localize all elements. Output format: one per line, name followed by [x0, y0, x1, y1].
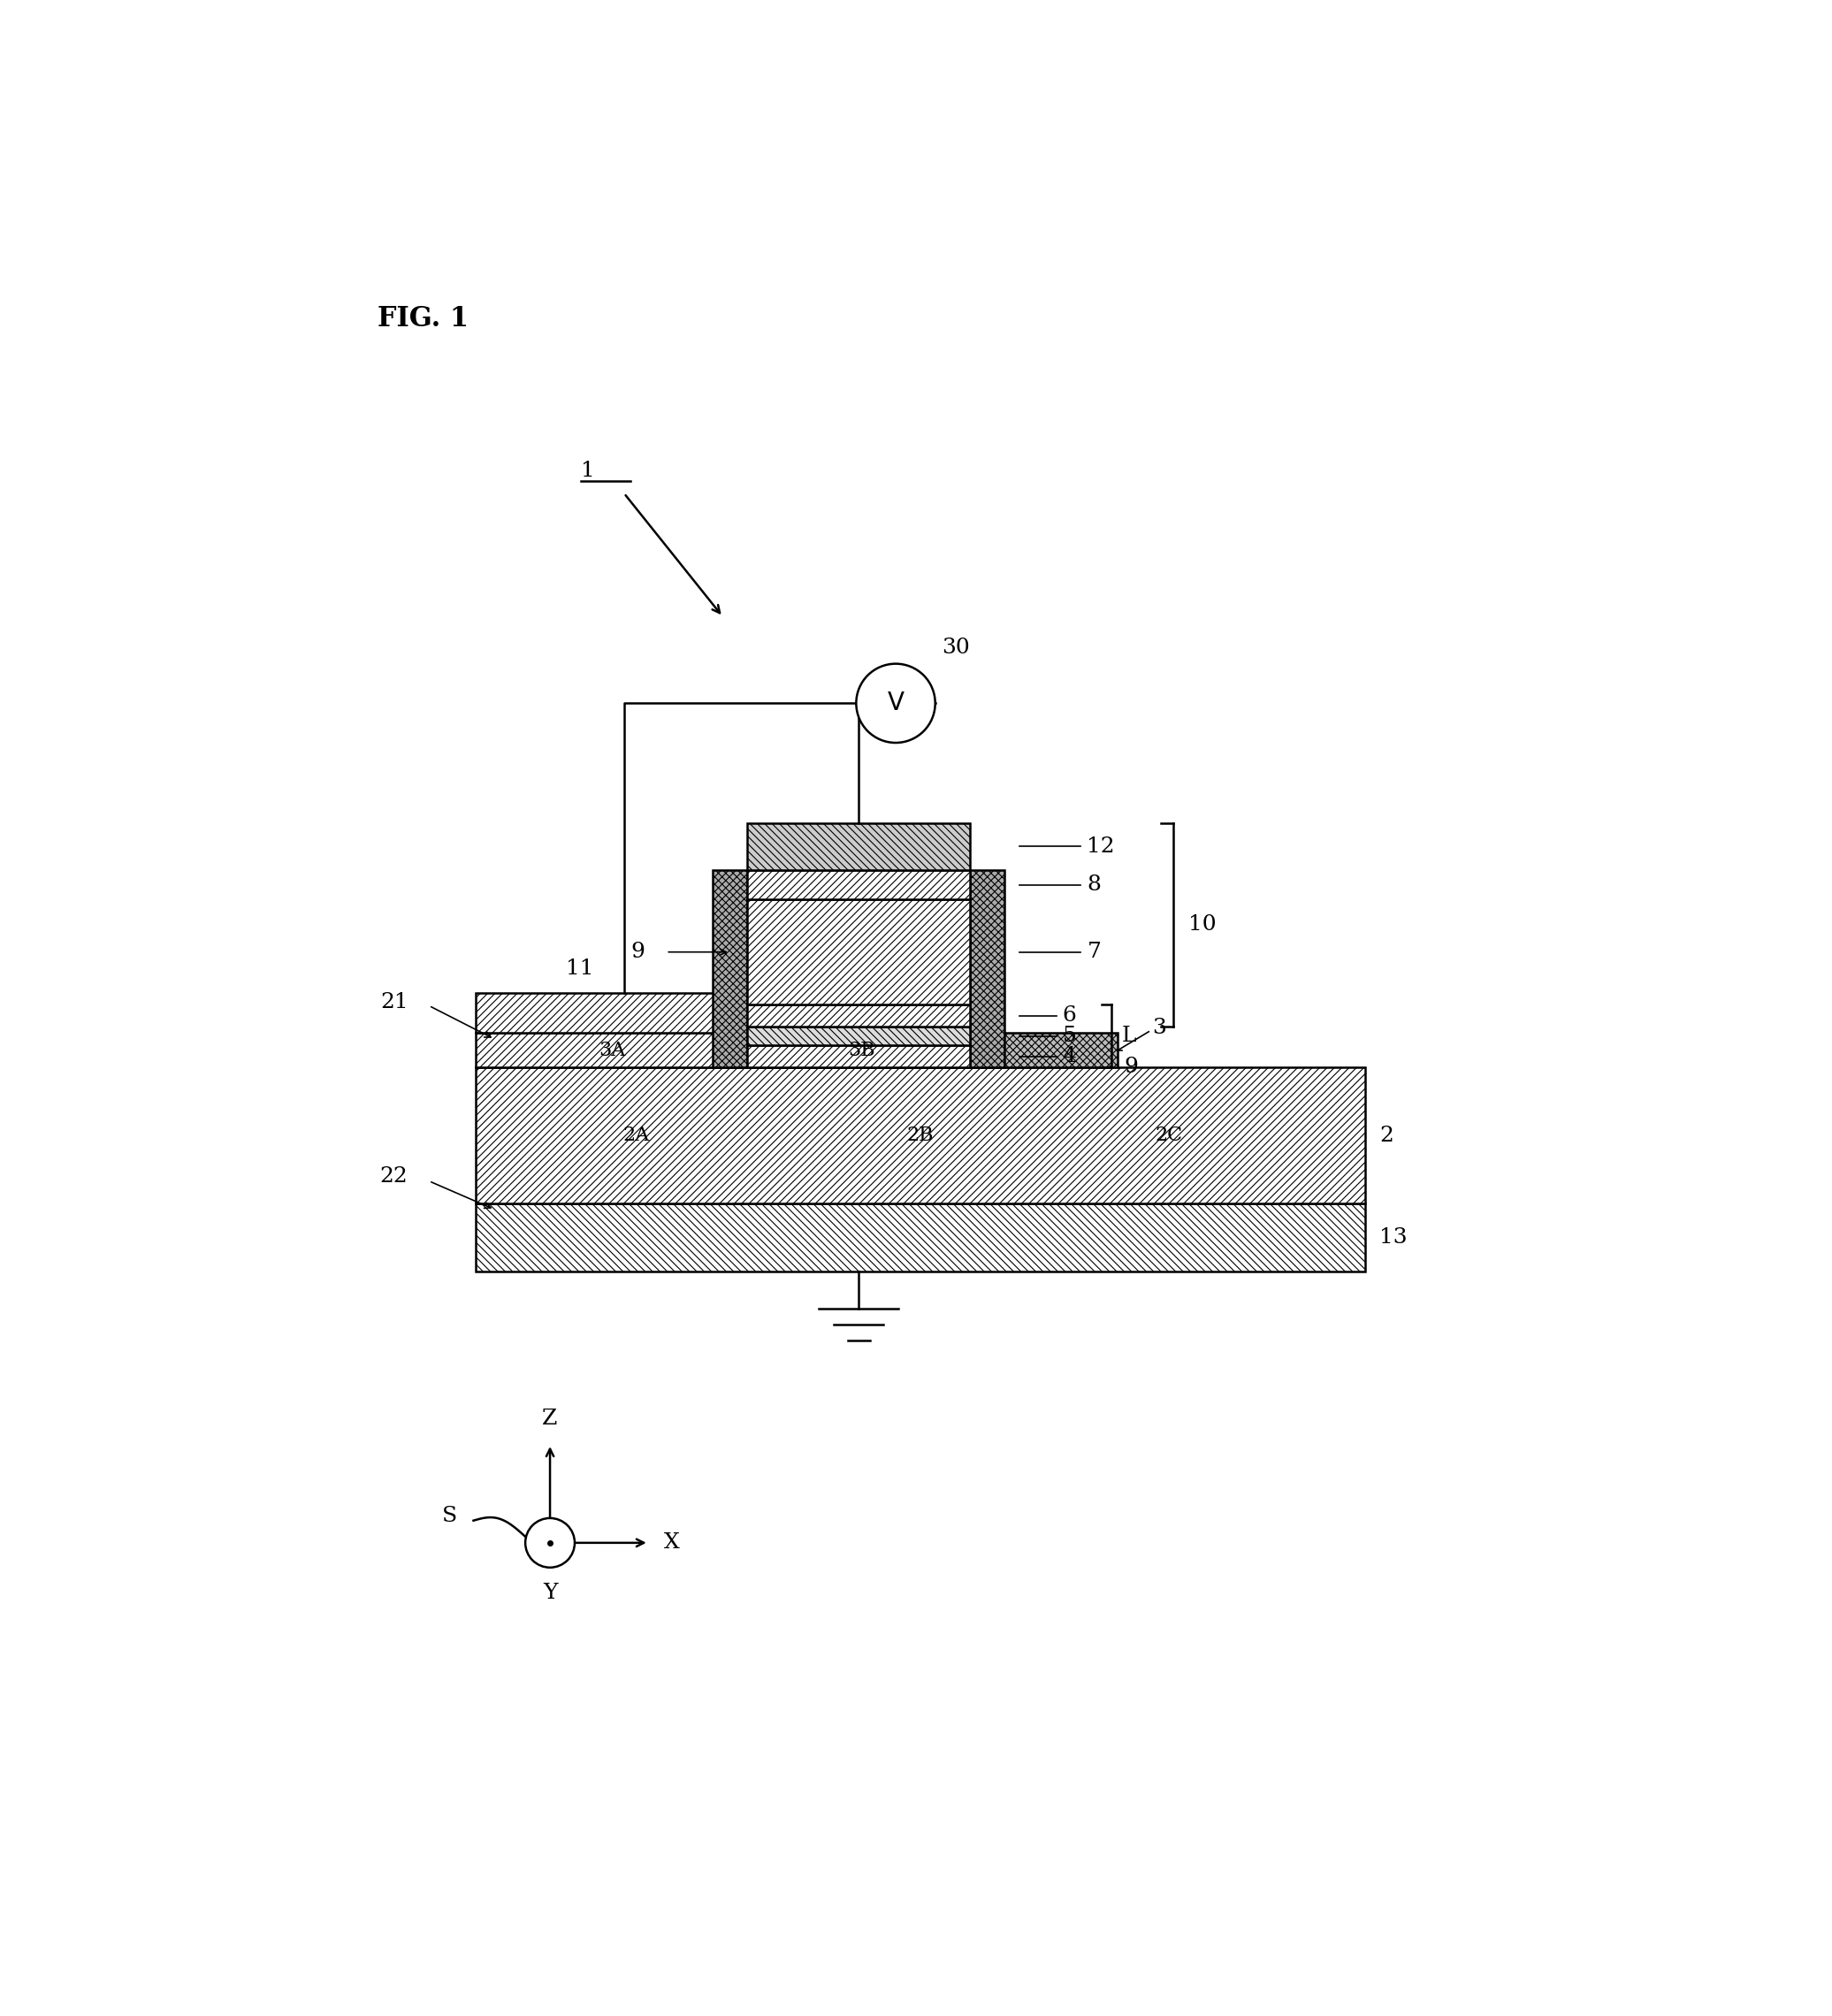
Text: X: X	[663, 1532, 680, 1552]
Text: Y: Y	[542, 1583, 557, 1603]
Bar	[747, 1026, 969, 1044]
Text: 2C: 2C	[1156, 1125, 1183, 1145]
Text: 10: 10	[1189, 915, 1216, 935]
Text: 9: 9	[1125, 1056, 1138, 1077]
Text: Z: Z	[542, 1409, 557, 1429]
Text: S: S	[442, 1506, 458, 1526]
Circle shape	[856, 663, 934, 742]
Bar	[476, 994, 735, 1032]
Circle shape	[526, 1518, 575, 1568]
Text: 3A: 3A	[599, 1040, 625, 1060]
Bar	[779, 1032, 945, 1066]
Text: 9: 9	[630, 941, 645, 962]
Text: 3B: 3B	[848, 1040, 876, 1060]
Text: 21: 21	[379, 992, 409, 1012]
Text: 7: 7	[1086, 941, 1101, 962]
Text: FIG. 1: FIG. 1	[377, 306, 469, 333]
Text: 5: 5	[1063, 1026, 1077, 1046]
Text: 4: 4	[1063, 1046, 1077, 1066]
Bar	[747, 1044, 969, 1066]
Bar	[945, 1032, 1118, 1066]
Bar	[747, 899, 969, 1004]
Text: 8: 8	[1086, 875, 1101, 895]
Text: 2A: 2A	[623, 1125, 649, 1145]
Text: 22: 22	[379, 1165, 409, 1185]
Bar	[747, 1004, 969, 1026]
Text: 11: 11	[566, 958, 594, 978]
Text: 30: 30	[942, 637, 969, 657]
Bar	[476, 1066, 1365, 1204]
Text: L: L	[1121, 1026, 1136, 1046]
Bar	[476, 1204, 1365, 1272]
Text: 3: 3	[1152, 1018, 1167, 1038]
Bar	[747, 871, 969, 899]
Text: 6: 6	[1063, 1006, 1077, 1026]
Bar	[713, 871, 747, 1066]
Text: 2B: 2B	[907, 1125, 934, 1145]
Bar	[969, 871, 1004, 1066]
Text: 1: 1	[581, 462, 595, 482]
Bar	[747, 823, 969, 871]
Text: 13: 13	[1379, 1228, 1407, 1248]
Text: 12: 12	[1086, 837, 1116, 857]
Text: 2: 2	[1379, 1125, 1394, 1145]
Text: V: V	[887, 691, 903, 716]
Bar	[476, 1032, 779, 1066]
